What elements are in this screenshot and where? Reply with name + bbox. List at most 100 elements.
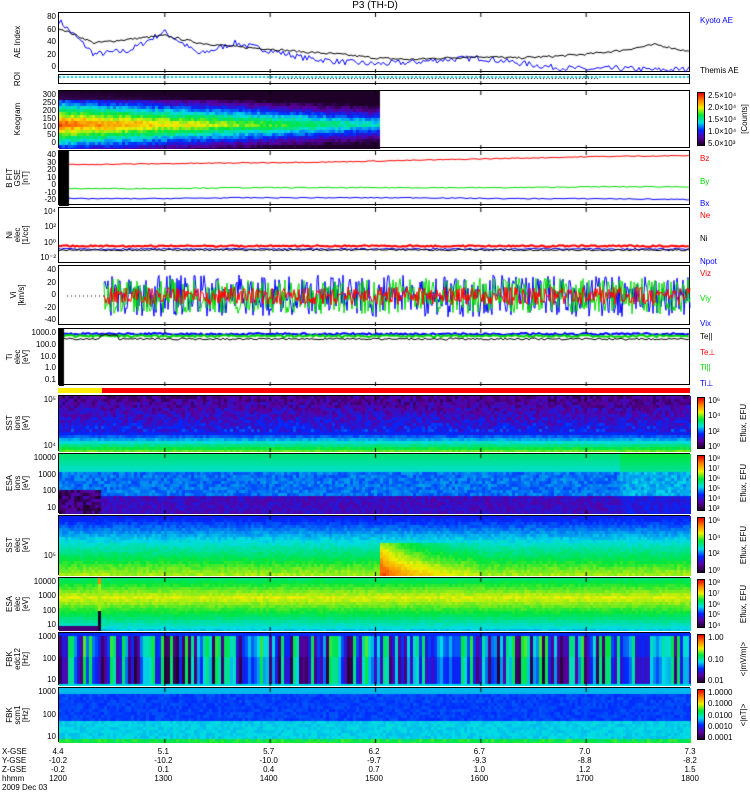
colorbar-unit: Eflux, EFU	[739, 584, 748, 623]
x-tick-label: 1300	[154, 774, 173, 783]
y-tick-label: 0	[51, 180, 56, 189]
x-tick-label: -9.7	[367, 756, 381, 765]
ni-ylabel: [1/cc]	[21, 225, 30, 245]
bfit-ylabel: [nT]	[21, 170, 30, 185]
x-tick-label: 0.1	[157, 765, 169, 774]
x-tick-label: -10.0	[259, 756, 278, 765]
x-tick-label: -8.2	[683, 756, 697, 765]
y-tick-label: 1.0	[44, 363, 56, 373]
colorbar-label: 10⁸	[708, 454, 721, 463]
y-tick-label: 100	[42, 122, 56, 131]
x-tick-label: 1600	[470, 774, 489, 783]
panel-sst-ions	[58, 395, 691, 452]
panel-esa-ions	[58, 453, 691, 514]
colorbar-label: 10⁰	[708, 442, 721, 451]
colorbar-label: 0.1000	[708, 699, 733, 709]
x-tick-label: 1.0	[473, 765, 485, 774]
colorbar-label: 10⁰	[708, 566, 721, 575]
panel-roi	[58, 74, 691, 85]
y-tick-label: 10⁰	[43, 237, 56, 247]
x-axis-row-label: Z-GSE	[2, 765, 27, 774]
legend-ti: Ti⊥	[700, 379, 714, 388]
y-tick-label: 100	[42, 605, 56, 615]
colorbar-label: 10⁴	[708, 494, 721, 503]
colorbar-label: 10⁵	[708, 484, 721, 493]
x-tick-label: -10.2	[48, 756, 68, 765]
legend-bz: Bz	[700, 154, 710, 163]
ni-plot-area	[59, 208, 691, 264]
legend-bx: Bx	[700, 199, 710, 208]
y-tick-label: -40	[44, 315, 56, 324]
y-tick-label: 80	[47, 12, 56, 21]
y-tick-label: 1000	[38, 469, 56, 479]
panel-ti	[58, 328, 691, 386]
ae-plot-area	[59, 13, 691, 73]
y-tick-label: 60	[47, 24, 56, 34]
colorbar-label: 10²	[708, 549, 720, 559]
colorbar-label: 10⁶	[708, 474, 721, 483]
x-axis-row-label: Y-GSE	[2, 756, 27, 765]
y-tick-label: 10⁻²	[40, 253, 56, 262]
legend-te: Te⊥	[700, 347, 716, 357]
x-tick-label: 0.4	[263, 765, 275, 774]
y-tick-label: 1000.0	[31, 328, 56, 337]
y-tick-label: 30	[47, 157, 56, 167]
x-axis-row-label: hhmm	[2, 774, 25, 783]
y-tick-label: 10	[47, 675, 56, 684]
y-tick-label: 0	[51, 62, 56, 71]
legend-kyotoae: Kyoto AE	[700, 16, 733, 25]
sst-ions-plot-area	[59, 396, 691, 452]
colorbar-label: 2.0×10⁴	[708, 103, 737, 112]
x-tick-label: 4.4	[52, 747, 64, 756]
legend-ni: Ni	[700, 234, 708, 243]
colorbar-label: 10⁶	[708, 516, 721, 525]
colorbar-label: 1.00	[708, 633, 724, 642]
ae-ylabel: AE Index	[13, 25, 22, 59]
colorbar-label: 10⁸	[708, 578, 721, 587]
colorbar-label: 10⁶	[708, 599, 721, 609]
colorbar-label: 0.0001	[708, 733, 733, 742]
fbk-scm-plot-area	[59, 688, 691, 743]
y-tick-label: 200	[42, 106, 56, 115]
sst-elec-ylabel: [eV]	[21, 537, 30, 553]
vi-plot-area	[59, 266, 691, 326]
y-tick-label: 10⁴	[43, 441, 56, 450]
x-tick-label: 1500	[365, 774, 383, 783]
y-tick-label: 10⁵	[43, 395, 56, 404]
panel-keogram	[58, 90, 691, 149]
sst-ions-ylabel: [eV]	[21, 415, 30, 431]
y-tick-label: 50	[47, 130, 56, 139]
x-tick-label: 6.7	[473, 747, 485, 756]
y-tick-label: 100	[42, 486, 56, 496]
y-tick-label: 150	[42, 114, 56, 123]
y-tick-label: 0.1	[44, 375, 56, 384]
panel-sst-elec	[58, 515, 691, 576]
y-tick-label: 100.0	[35, 339, 56, 349]
colorbar-label: 10⁶	[708, 396, 721, 405]
y-tick-label: 40	[47, 265, 56, 274]
x-tick-label: 1400	[259, 774, 278, 783]
y-tick-label: 40	[47, 37, 56, 46]
y-tick-label: 10	[47, 503, 56, 512]
colorbar-label: 10⁵	[708, 610, 721, 620]
y-tick-label: 1000	[38, 591, 56, 601]
y-tick-label: 1000	[38, 632, 56, 641]
y-tick-label: 10.0	[40, 351, 56, 361]
y-tick-label: -10	[44, 187, 56, 197]
colorbar-label: 10²	[708, 426, 720, 436]
y-tick-label: 40	[47, 150, 56, 159]
colorbar-label: 5.0×10³	[708, 139, 736, 148]
y-tick-label: 0	[51, 138, 56, 147]
colorbar-unit: Eflux, EFU	[739, 403, 748, 443]
colorbar-label: 1.0000	[708, 688, 733, 697]
y-tick-label: 100	[42, 653, 56, 663]
esa-elec-plot-area	[59, 578, 691, 631]
y-tick-label: 10	[47, 620, 56, 629]
y-tick-label: 20	[47, 165, 56, 174]
x-tick-label: 1.2	[579, 765, 591, 774]
x-tick-label: 1.5	[684, 765, 696, 774]
colorbar-unit: Eflux, EFU	[739, 525, 748, 565]
sst-ions-colorbar	[697, 397, 705, 449]
ti-ylabel: [eV]	[21, 349, 30, 364]
